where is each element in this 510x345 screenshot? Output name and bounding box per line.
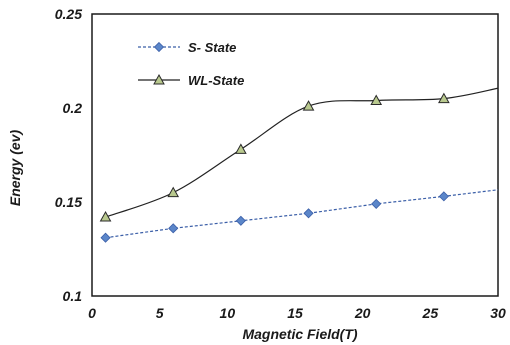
data-point xyxy=(438,191,449,202)
data-point xyxy=(302,100,315,111)
y-tick-label: 0.2 xyxy=(63,100,83,116)
legend-marker xyxy=(153,41,165,53)
x-tick-label: 25 xyxy=(422,305,439,321)
series-wl-state xyxy=(99,87,499,222)
plot-frame xyxy=(91,13,499,297)
y-tick-label: 0.15 xyxy=(55,194,82,210)
data-point xyxy=(370,94,383,105)
data-point xyxy=(303,208,314,219)
data-point xyxy=(371,198,382,209)
x-axis-title: Magnetic Field(T) xyxy=(242,326,357,342)
data-point xyxy=(99,211,112,222)
x-tick-label: 0 xyxy=(88,305,96,321)
series-s-state xyxy=(100,189,499,243)
data-point xyxy=(235,143,247,154)
series-line xyxy=(105,87,499,218)
legend: S- State WL-State xyxy=(138,40,244,88)
legend-marker xyxy=(153,73,165,85)
x-tick-label: 15 xyxy=(287,305,303,321)
y-tick-label: 0.25 xyxy=(55,6,82,22)
data-point xyxy=(100,232,111,243)
y-tick-labels: 0.1 0.15 0.2 0.25 xyxy=(55,6,82,304)
x-tick-label: 20 xyxy=(354,305,371,321)
data-point xyxy=(438,92,450,104)
legend-item: WL-State xyxy=(138,73,244,88)
data-point xyxy=(235,215,246,226)
data-point xyxy=(168,223,179,234)
legend-label: WL-State xyxy=(188,73,244,88)
legend-label: S- State xyxy=(188,40,236,55)
x-tick-label: 5 xyxy=(156,305,164,321)
x-tick-label: 10 xyxy=(220,305,236,321)
x-tick-label: 30 xyxy=(490,305,506,321)
legend-item: S- State xyxy=(138,40,236,55)
series-layer xyxy=(99,87,499,243)
data-point xyxy=(167,186,180,198)
y-axis-title: Energy (ev) xyxy=(7,130,23,207)
x-tick-labels: 0 5 10 15 20 25 30 xyxy=(88,305,506,321)
y-tick-label: 0.1 xyxy=(63,288,83,304)
